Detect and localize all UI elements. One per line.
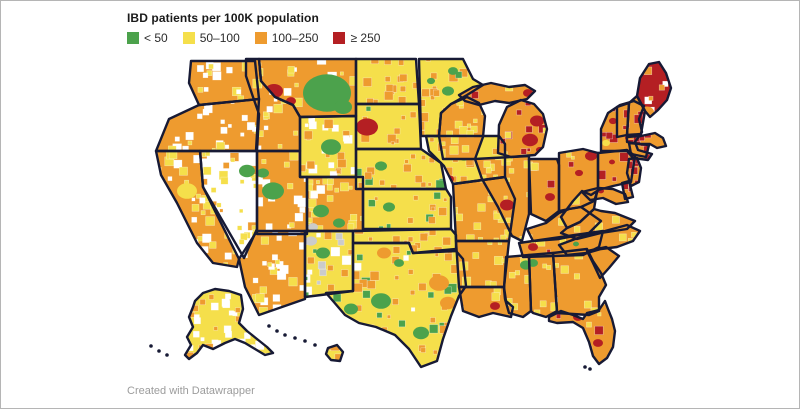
island-dot xyxy=(149,344,153,348)
legend-swatch xyxy=(254,32,267,44)
island-dot xyxy=(293,336,297,340)
legend-swatch xyxy=(333,32,346,44)
state-NJ[interactable] xyxy=(625,156,643,188)
legend-item: 50–100 xyxy=(182,31,240,45)
island-dot xyxy=(588,367,592,371)
state-NV[interactable] xyxy=(198,149,259,260)
legend-title: IBD patients per 100K population xyxy=(127,11,319,25)
state-WI[interactable] xyxy=(437,95,487,161)
island-dot xyxy=(157,349,161,353)
state-NE[interactable] xyxy=(354,147,448,191)
state-borders xyxy=(154,57,673,369)
island-dot xyxy=(313,343,317,347)
legend-label: < 50 xyxy=(144,31,168,45)
state-WV[interactable] xyxy=(559,189,599,230)
island-dot xyxy=(283,333,287,337)
state-fill-ND xyxy=(356,59,419,104)
state-AZ[interactable] xyxy=(237,229,307,317)
state-fill-OR xyxy=(156,99,259,151)
state-SC[interactable] xyxy=(585,245,621,280)
state-CTRI[interactable] xyxy=(627,141,651,159)
state-KS[interactable] xyxy=(361,187,453,231)
state-fill-NM xyxy=(305,231,353,297)
state-fill-SD xyxy=(356,104,421,149)
state-FL[interactable] xyxy=(547,299,617,366)
datawrapper-credit: Created with Datawrapper xyxy=(127,385,255,397)
island-dot xyxy=(165,353,169,357)
state-HI[interactable] xyxy=(324,343,345,363)
state-fill-WY xyxy=(300,116,356,177)
island-dot xyxy=(583,365,587,369)
state-AK[interactable] xyxy=(183,287,275,361)
island-dot xyxy=(275,329,279,333)
legend-label: ≥ 250 xyxy=(350,31,381,45)
state-fill-KS xyxy=(363,189,451,229)
state-fill-MS xyxy=(504,255,531,317)
legend-item: 100–250 xyxy=(254,31,319,45)
state-fill-AZ xyxy=(239,231,305,315)
state-fill-UT xyxy=(257,151,307,234)
state-DE[interactable] xyxy=(620,179,635,201)
legend-swatch xyxy=(182,32,195,44)
legend-label: 100–250 xyxy=(271,31,319,45)
state-fill-CO xyxy=(307,177,363,231)
map-legend: IBD patients per 100K population < 50 50–… xyxy=(127,11,380,45)
state-OH[interactable] xyxy=(557,147,600,213)
island-dot xyxy=(303,339,307,343)
state-NC[interactable] xyxy=(557,223,642,257)
state-NH[interactable] xyxy=(625,94,647,137)
legend-swatch xyxy=(127,32,139,44)
state-MO[interactable] xyxy=(451,175,517,243)
legend-label: 50–100 xyxy=(199,31,240,45)
state-TN[interactable] xyxy=(517,229,605,259)
state-ME[interactable] xyxy=(635,60,673,119)
legend-item: ≥ 250 xyxy=(333,31,380,45)
legend-item: < 50 xyxy=(127,31,168,45)
state-fill-AL xyxy=(529,253,557,317)
state-MIUP[interactable] xyxy=(457,81,537,107)
island-dots xyxy=(149,324,592,371)
island-dot xyxy=(267,324,271,328)
legend-items: < 50 50–100 100–250 ≥ 250 xyxy=(127,31,380,45)
